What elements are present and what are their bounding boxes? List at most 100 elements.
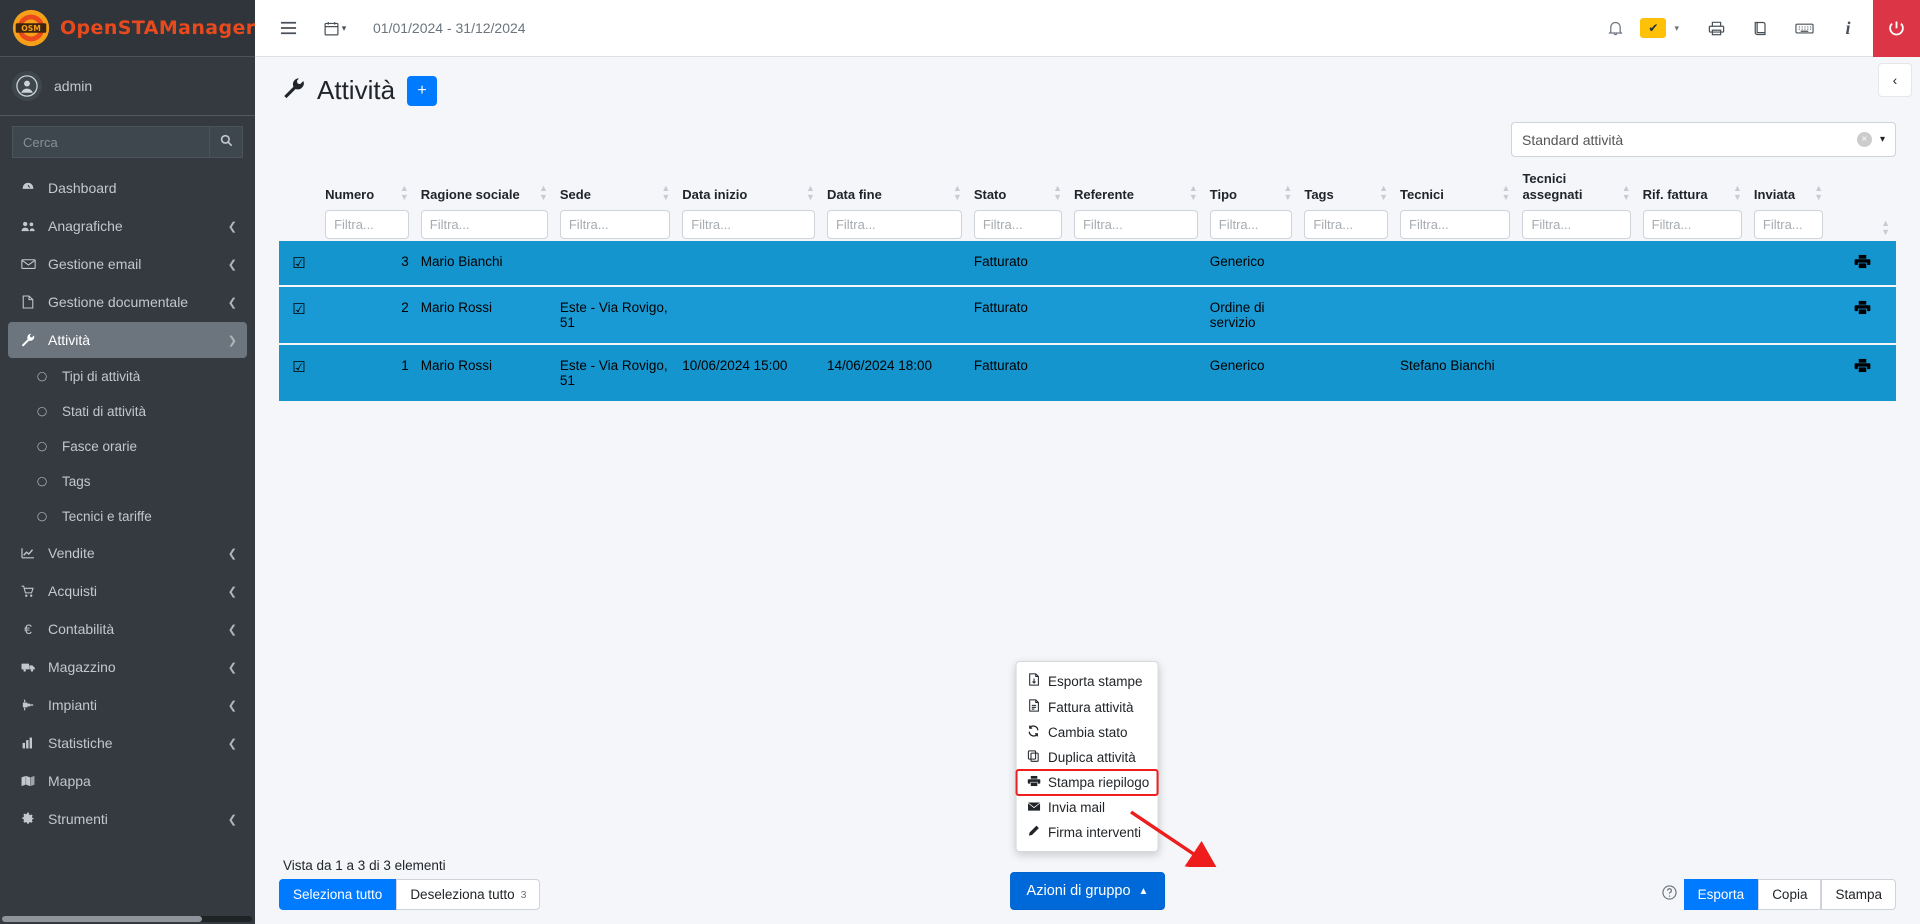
filter-inviata[interactable] (1753, 209, 1824, 239)
filter-referente[interactable] (1073, 209, 1198, 239)
th-stato[interactable]: Stato ▲ ▼ (968, 167, 1068, 240)
th-actions[interactable]: ▲ ▼ (1829, 167, 1896, 240)
sort-icon[interactable]: ▲ ▼ (1814, 182, 1824, 202)
keyboard-icon[interactable] (1785, 9, 1823, 47)
sidebar-item-tipi-di-attivita[interactable]: ◯ Tipi di attività (22, 360, 247, 393)
sort-icon[interactable]: ▲ ▼ (806, 182, 815, 202)
menu-item-invia-mail[interactable]: Invia mail (1017, 795, 1158, 820)
add-activity-button[interactable]: + (407, 75, 438, 106)
collapse-panel-button[interactable]: ‹ (1878, 63, 1912, 97)
clear-icon[interactable]: × (1856, 132, 1872, 147)
checkbox-checked-icon[interactable]: ☑ (292, 300, 306, 318)
menu-item-esporta-stampe[interactable]: Esporta stampe (1017, 668, 1158, 694)
sidebar-item-mappa[interactable]: Mappa (8, 763, 247, 799)
sidebar-scrollbar[interactable] (2, 916, 252, 922)
th-data-inizio[interactable]: Data inizio ▲ ▼ (676, 167, 821, 240)
chevron-down-icon[interactable]: ▾ (1879, 134, 1885, 145)
brand-header[interactable]: OSM OpenSTAManager® (0, 0, 255, 57)
chevron-down-icon[interactable]: ▾ (1674, 22, 1679, 33)
sort-icon[interactable]: ▲ ▼ (399, 182, 409, 202)
sidebar-item-contabilita[interactable]: € Contabilità ❮ (8, 611, 247, 647)
th-ragione-sociale[interactable]: Ragione sociale ▲ ▼ (415, 167, 554, 240)
sidebar-item-attivita[interactable]: Attività ❯ (8, 322, 247, 358)
sort-icon[interactable]: ▲ ▼ (1733, 182, 1742, 202)
menu-item-duplica-attivita[interactable]: Duplica attività (1017, 745, 1158, 770)
th-sede[interactable]: Sede ▲ ▼ (554, 167, 676, 240)
th-tipo[interactable]: Tipo ▲ ▼ (1204, 167, 1299, 240)
menu-item-firma-interventi[interactable]: Firma interventi (1017, 820, 1158, 845)
filter-numero[interactable] (325, 209, 409, 239)
sidebar-item-dashboard[interactable]: Dashboard (8, 170, 247, 206)
filter-tecnici-assegnati[interactable] (1522, 209, 1631, 239)
filter-data-inizio[interactable] (682, 209, 815, 239)
question-circle-icon[interactable] (1662, 885, 1677, 904)
filter-sede[interactable] (559, 209, 671, 239)
menu-item-fattura-attivita[interactable]: Fattura attività (1017, 694, 1158, 720)
sort-icon[interactable]: ▲ ▼ (1053, 182, 1062, 202)
filter-data-fine[interactable] (826, 209, 962, 239)
table-row[interactable]: ☑ 3 Mario Bianchi Fatturato Generico (279, 238, 1896, 286)
search-button[interactable] (209, 126, 243, 158)
user-panel[interactable]: admin (0, 57, 255, 116)
calendar-icon[interactable]: ▾ (313, 9, 357, 47)
sidebar-item-stati-di-attivita[interactable]: ◯ Stati di attività (22, 395, 247, 428)
row-checkbox-cell[interactable]: ☑ (279, 284, 320, 344)
filter-rif-fattura[interactable] (1642, 209, 1742, 239)
sort-icon[interactable]: ▲ ▼ (1379, 182, 1389, 202)
checkbox-checked-icon[interactable]: ☑ (292, 254, 306, 272)
th-referente[interactable]: Referente ▲ ▼ (1068, 167, 1204, 240)
sort-icon[interactable]: ▲ ▼ (1621, 182, 1631, 202)
printer-icon[interactable] (1697, 9, 1735, 47)
row-print-button[interactable] (1829, 342, 1896, 401)
hamburger-icon[interactable] (269, 9, 307, 47)
sort-icon[interactable]: ▲ ▼ (538, 182, 548, 202)
sort-icon[interactable]: ▲ ▼ (1188, 182, 1198, 202)
sidebar-item-impianti[interactable]: Impianti ❮ (8, 687, 247, 723)
sort-icon[interactable]: ▲ ▼ (952, 182, 962, 202)
sidebar-item-acquisti[interactable]: Acquisti ❮ (8, 573, 247, 609)
th-inviata[interactable]: Inviata ▲ ▼ (1748, 167, 1829, 240)
th-tecnici-assegnati[interactable]: Tecnici assegnati ▲ ▼ (1516, 167, 1636, 240)
view-select[interactable]: Standard attività × ▾ (1511, 122, 1896, 157)
sort-icon[interactable]: ▲ ▼ (1881, 217, 1890, 237)
table-row[interactable]: ☑ 2 Mario Rossi Este - Via Rovigo, 51 Fa… (279, 284, 1896, 344)
filter-stato[interactable] (973, 209, 1062, 239)
sidebar-item-anagrafiche[interactable]: Anagrafiche ❮ (8, 208, 247, 244)
table-row[interactable]: ☑ 1 Mario Rossi Este - Via Rovigo, 51 10… (279, 342, 1896, 401)
sidebar-item-gestione-email[interactable]: Gestione email ❮ (8, 246, 247, 282)
print-button[interactable]: Stampa (1821, 879, 1896, 910)
copy-button[interactable]: Copia (1758, 879, 1822, 910)
sidebar-item-vendite[interactable]: Vendite ❮ (8, 535, 247, 571)
th-rif-fattura[interactable]: Rif. fattura ▲ ▼ (1637, 167, 1748, 240)
date-range-label[interactable]: 01/01/2024 - 31/12/2024 (373, 20, 526, 36)
sidebar-item-statistiche[interactable]: Statistiche ❮ (8, 725, 247, 761)
row-checkbox-cell[interactable]: ☑ (279, 238, 320, 286)
filter-tags[interactable] (1304, 209, 1389, 239)
sort-icon[interactable]: ▲ ▼ (1283, 182, 1293, 202)
select-all-button[interactable]: Seleziona tutto (279, 879, 397, 910)
info-icon[interactable]: i (1845, 17, 1851, 38)
sidebar-item-tags[interactable]: ◯ Tags (22, 465, 247, 498)
th-numero[interactable]: Numero ▲ ▼ (319, 167, 415, 240)
sidebar-item-magazzino[interactable]: Magazzino ❮ (8, 649, 247, 685)
sort-icon[interactable]: ▲ ▼ (1501, 182, 1511, 202)
search-input[interactable] (12, 126, 209, 158)
menu-item-stampa-riepilogo[interactable]: Stampa riepilogo (1016, 769, 1159, 796)
export-button[interactable]: Esporta (1683, 879, 1759, 910)
th-data-fine[interactable]: Data fine ▲ ▼ (821, 167, 968, 240)
row-checkbox-cell[interactable]: ☑ (279, 342, 320, 401)
row-print-button[interactable] (1829, 238, 1896, 286)
book-icon[interactable] (1741, 9, 1779, 47)
sidebar-item-gestione-documentale[interactable]: Gestione documentale ❮ (8, 284, 247, 320)
bell-icon[interactable] (1596, 9, 1634, 47)
filter-tipo[interactable] (1209, 209, 1293, 239)
power-icon[interactable] (1873, 0, 1920, 57)
sidebar-item-tecnici-e-tariffe[interactable]: ◯ Tecnici e tariffe (22, 500, 247, 533)
sort-icon[interactable]: ▲ ▼ (661, 182, 671, 202)
th-tecnici[interactable]: Tecnici ▲ ▼ (1394, 167, 1516, 240)
group-actions-button[interactable]: Azioni di gruppo ▲ (1009, 872, 1166, 910)
sidebar-item-fasce-orarie[interactable]: ◯ Fasce orarie (22, 430, 247, 463)
checkbox-checked-icon[interactable]: ☑ (292, 358, 306, 376)
th-tags[interactable]: Tags ▲ ▼ (1298, 167, 1394, 240)
filter-tecnici[interactable] (1400, 209, 1511, 239)
